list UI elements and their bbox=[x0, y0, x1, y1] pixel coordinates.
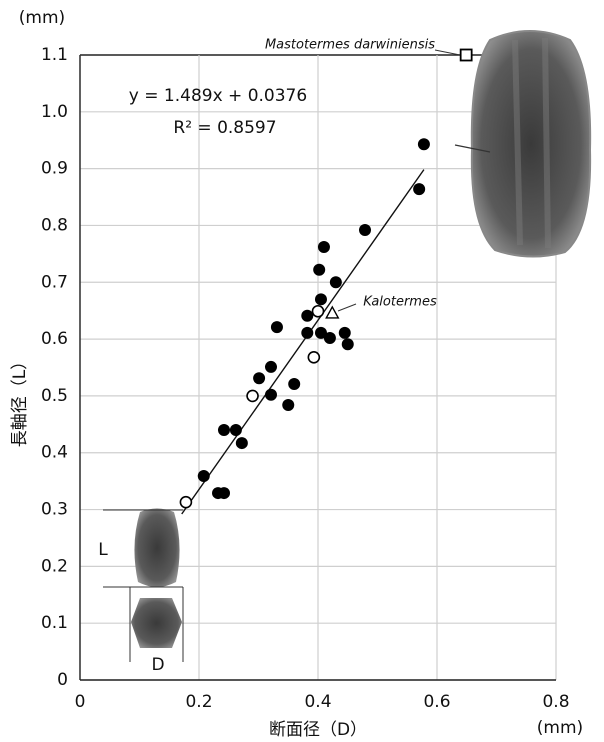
point bbox=[459, 48, 473, 62]
pellet-photo bbox=[470, 30, 592, 258]
point bbox=[270, 321, 283, 334]
x-tick-label: 0.8 bbox=[542, 692, 569, 712]
y-tick-label: 0.5 bbox=[41, 386, 68, 406]
y-tick-label: 0.8 bbox=[41, 215, 68, 235]
point bbox=[417, 138, 430, 151]
y-unit: (mm) bbox=[19, 8, 65, 28]
y-tick-label: 0.7 bbox=[41, 272, 68, 292]
point bbox=[338, 326, 351, 339]
leader-line bbox=[454, 144, 491, 153]
point bbox=[217, 487, 230, 500]
equation: y = 1.489x + 0.0376 bbox=[129, 86, 307, 106]
point bbox=[253, 372, 266, 385]
leader-line bbox=[434, 49, 461, 56]
point bbox=[413, 183, 426, 196]
annotation: Mastotermes darwiniensis bbox=[265, 38, 435, 53]
y-tick-label: 0.2 bbox=[41, 556, 68, 576]
point bbox=[264, 360, 277, 373]
leader-line bbox=[337, 303, 357, 312]
point bbox=[301, 326, 314, 339]
trend-line bbox=[181, 169, 425, 515]
x-tick-label: 0.4 bbox=[304, 692, 331, 712]
point bbox=[311, 304, 325, 318]
y-tick-label: 0.9 bbox=[41, 159, 68, 179]
y-tick-label: 1.1 bbox=[41, 45, 68, 65]
grid bbox=[79, 54, 557, 681]
dimension-label: D bbox=[151, 655, 164, 675]
point bbox=[323, 331, 336, 344]
point bbox=[179, 495, 193, 509]
x-unit: (mm) bbox=[537, 718, 583, 738]
y-tick-label: 0.6 bbox=[41, 329, 68, 349]
y-tick-label: 1.0 bbox=[41, 102, 68, 122]
r-squared: R² = 0.8597 bbox=[173, 118, 276, 138]
pellet-photo-side bbox=[134, 508, 180, 587]
pellet-texture bbox=[512, 37, 551, 249]
point bbox=[314, 293, 327, 306]
point bbox=[317, 241, 330, 254]
point bbox=[325, 305, 340, 319]
y-tick-label: 0.3 bbox=[41, 500, 68, 520]
point bbox=[314, 326, 327, 339]
y-tick-label: 0 bbox=[57, 670, 68, 690]
point bbox=[264, 388, 277, 401]
annotation: Kalotermes bbox=[363, 295, 437, 310]
point bbox=[217, 424, 230, 436]
x-axis-label: 断面径（D） bbox=[269, 720, 367, 740]
point bbox=[197, 470, 210, 483]
point bbox=[307, 350, 321, 364]
x-tick-label: 0.2 bbox=[185, 692, 212, 712]
point bbox=[282, 399, 295, 411]
point bbox=[246, 389, 259, 403]
y-tick-label: 0.1 bbox=[41, 613, 68, 633]
pellet-photo-section bbox=[131, 598, 182, 648]
point bbox=[235, 437, 248, 450]
x-tick-label: 0.6 bbox=[423, 692, 450, 712]
point bbox=[313, 263, 326, 276]
x-tick-label: 0 bbox=[75, 692, 86, 712]
point bbox=[229, 424, 242, 436]
point bbox=[301, 309, 314, 322]
point bbox=[329, 276, 342, 289]
point bbox=[288, 377, 301, 390]
point bbox=[341, 338, 354, 351]
y-axis-label: 長軸径（L） bbox=[10, 353, 30, 447]
point bbox=[359, 224, 372, 236]
dimension-lines bbox=[103, 509, 184, 662]
y-tick-label: 0.4 bbox=[41, 443, 68, 463]
dimension-label: L bbox=[98, 540, 108, 560]
